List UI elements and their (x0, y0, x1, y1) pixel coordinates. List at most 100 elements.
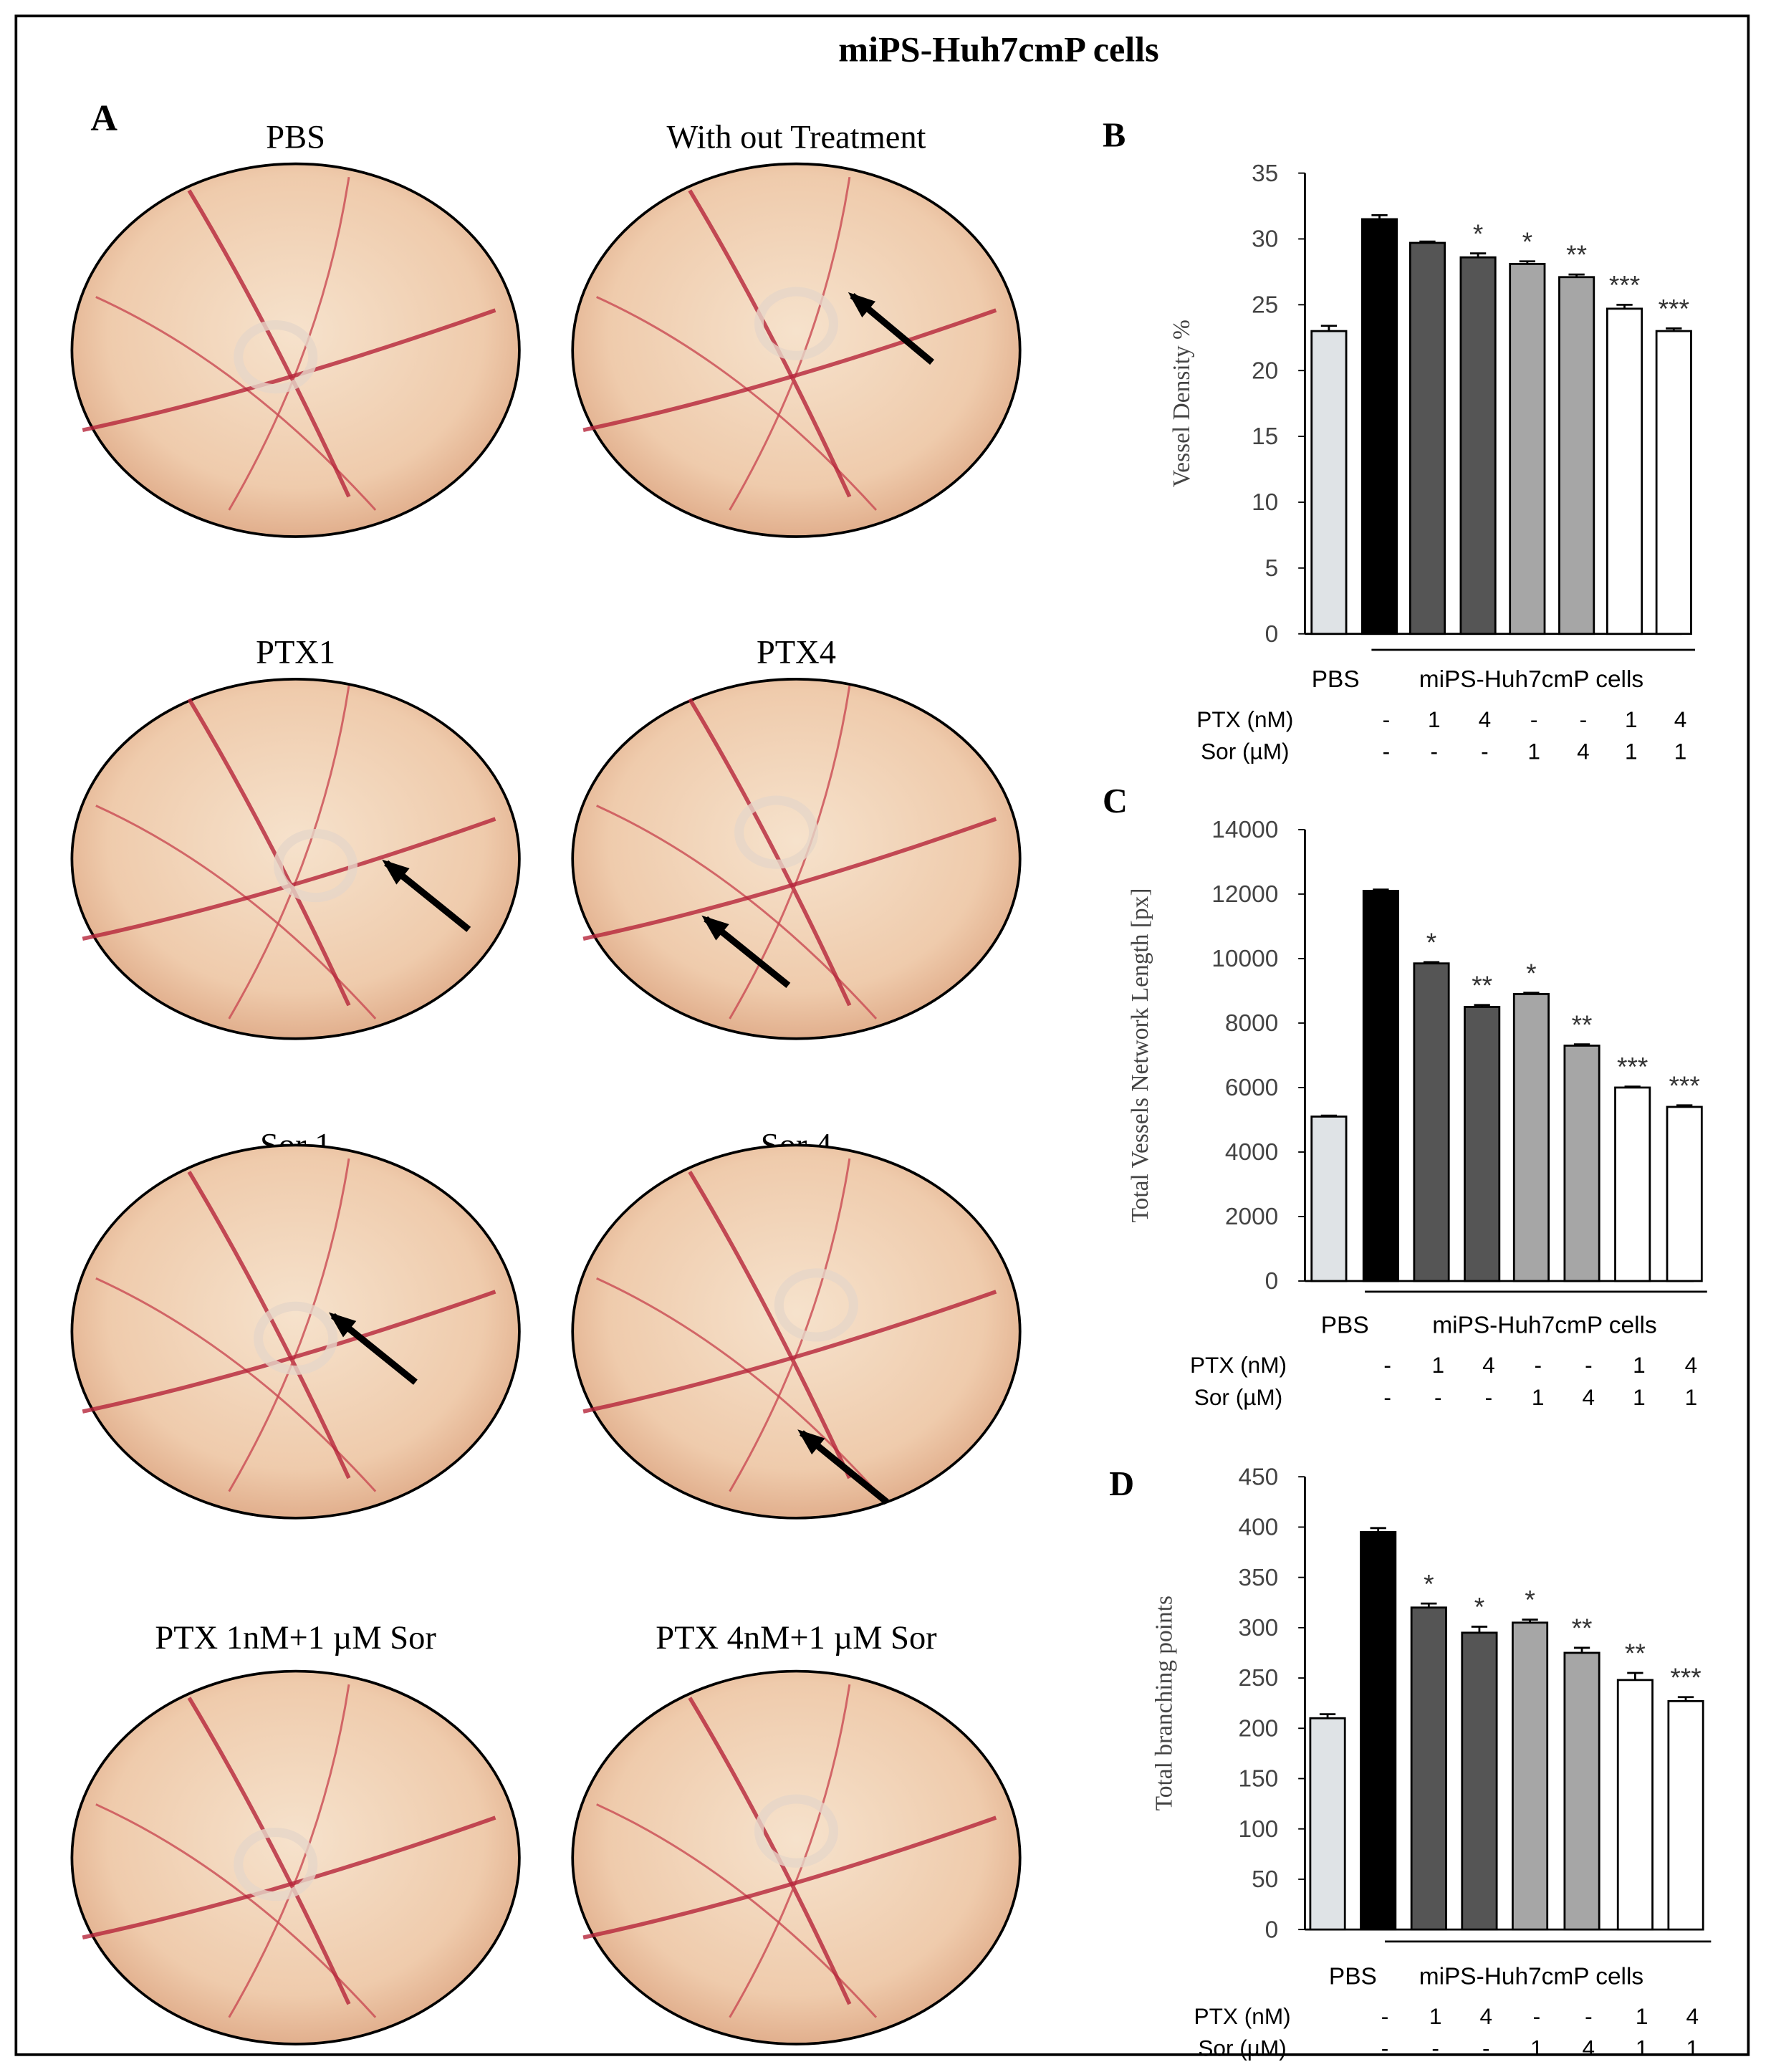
arrow-head (797, 1429, 825, 1455)
bar (1362, 890, 1399, 1282)
bar (1461, 1631, 1498, 1931)
treatment-dose: 1 (1636, 2035, 1648, 2061)
error-bar (1676, 1104, 1693, 1107)
treatment-dose: - (1381, 2035, 1389, 2061)
significance: ** (1572, 1613, 1593, 1643)
treatment-dose: - (1481, 738, 1489, 764)
vessel (688, 1171, 852, 1479)
vessel (82, 1290, 496, 1414)
significance: * (1473, 219, 1483, 249)
panel-label: C (1103, 782, 1128, 820)
vessel (82, 1816, 496, 1940)
panel-label: B (1103, 116, 1126, 154)
cam-photo (70, 1143, 521, 1520)
treatment-dose: 4 (1674, 706, 1687, 732)
bar (1410, 1606, 1447, 1931)
vessel (228, 176, 350, 511)
bar (1666, 1105, 1703, 1282)
implant-ring (734, 795, 819, 869)
treatment-dose: 1 (1633, 1352, 1646, 1378)
figure-title: miPS-Huh7cmP cells (838, 29, 1158, 69)
significance: * (1522, 226, 1532, 256)
treatment-dose: 1 (1530, 2035, 1543, 2061)
implant-ring (254, 1301, 338, 1376)
error-bar (1419, 240, 1436, 243)
significance: ** (1472, 970, 1492, 1000)
significance: *** (1669, 1070, 1699, 1100)
vessel (187, 698, 351, 1007)
treatment-dose: 1 (1432, 1352, 1445, 1378)
treatment-dose: 1 (1633, 1384, 1646, 1410)
bar (1606, 307, 1643, 635)
vessel (82, 817, 496, 941)
treatment-dose: 4 (1583, 1384, 1595, 1410)
bar (1563, 1045, 1600, 1282)
bar (1310, 330, 1348, 635)
treatment-dose: - (1482, 2035, 1490, 2061)
significance: * (1424, 1568, 1434, 1598)
treatment-dose: 1 (1429, 2003, 1442, 2029)
photo-caption: PTX 4nM+1 µM Sor (656, 1620, 937, 1656)
implant-ring (754, 1794, 839, 1868)
implant-ring (234, 1827, 318, 1901)
vessel (582, 1816, 997, 1940)
treatment-dose: - (1485, 1384, 1493, 1410)
error-bar (1471, 1626, 1488, 1633)
y-tick-label: 10 (1252, 489, 1278, 516)
arrow-head (382, 859, 410, 885)
treatment-dose: 1 (1674, 738, 1687, 764)
y-axis-label: Total branching points (1151, 1596, 1178, 1810)
significance: * (1426, 927, 1436, 957)
cam-photo (571, 162, 1022, 538)
y-tick-label: 300 (1238, 1615, 1278, 1641)
y-tick-label: 0 (1265, 1917, 1279, 1943)
y-tick-label: 0 (1265, 621, 1279, 648)
treatment-dose: - (1383, 1384, 1391, 1410)
cam-photo (571, 1669, 1022, 2045)
treatment-dose: 1 (1527, 738, 1540, 764)
error-bar (1370, 1527, 1386, 1533)
bar (1614, 1086, 1651, 1282)
treatment-dose: - (1534, 1352, 1542, 1378)
vessel (228, 1684, 350, 2018)
y-tick-label: 25 (1252, 292, 1278, 319)
vessel (582, 817, 997, 941)
treatment-name: Sor (µM) (1201, 738, 1289, 764)
error-bar (1474, 1004, 1490, 1007)
y-axis-label: Total Vessels Network Length [px] (1127, 888, 1153, 1222)
treatment-dose: - (1381, 2003, 1389, 2029)
bar (1512, 1621, 1549, 1931)
treatment-name: Sor (µM) (1194, 1384, 1282, 1410)
treatment-dose: - (1585, 1352, 1593, 1378)
error-bar (1522, 1618, 1538, 1623)
vessel (82, 308, 496, 433)
photo-caption: With out Treatment (666, 119, 926, 155)
error-bar (1616, 303, 1633, 309)
treatment-name: PTX (nM) (1196, 706, 1293, 732)
bar (1509, 263, 1546, 635)
vessel (729, 1158, 851, 1492)
bar (1413, 962, 1450, 1282)
bar (1558, 276, 1595, 635)
bar (1563, 1651, 1600, 1931)
treatment-dose: 4 (1482, 1352, 1495, 1378)
significance: *** (1659, 294, 1689, 324)
group-label: PBS (1312, 666, 1360, 693)
error-bar (1677, 1696, 1694, 1702)
treatment-dose: 4 (1686, 2003, 1699, 2029)
treatment-dose: - (1430, 738, 1438, 764)
y-tick-label: 35 (1252, 160, 1278, 187)
treatment-dose: 4 (1685, 1352, 1698, 1378)
treatment-dose: - (1383, 1352, 1391, 1378)
bar (1655, 330, 1692, 635)
group-label: PBS (1329, 1963, 1377, 1990)
significance: * (1525, 1585, 1535, 1615)
error-bar (1371, 214, 1388, 219)
vessel (729, 1684, 851, 2018)
treatment-dose: 1 (1685, 1384, 1698, 1410)
group-label: miPS-Huh7cmP cells (1419, 666, 1643, 693)
significance: ** (1572, 1009, 1593, 1040)
error-bar (1423, 961, 1440, 964)
implant-ring (754, 287, 839, 360)
